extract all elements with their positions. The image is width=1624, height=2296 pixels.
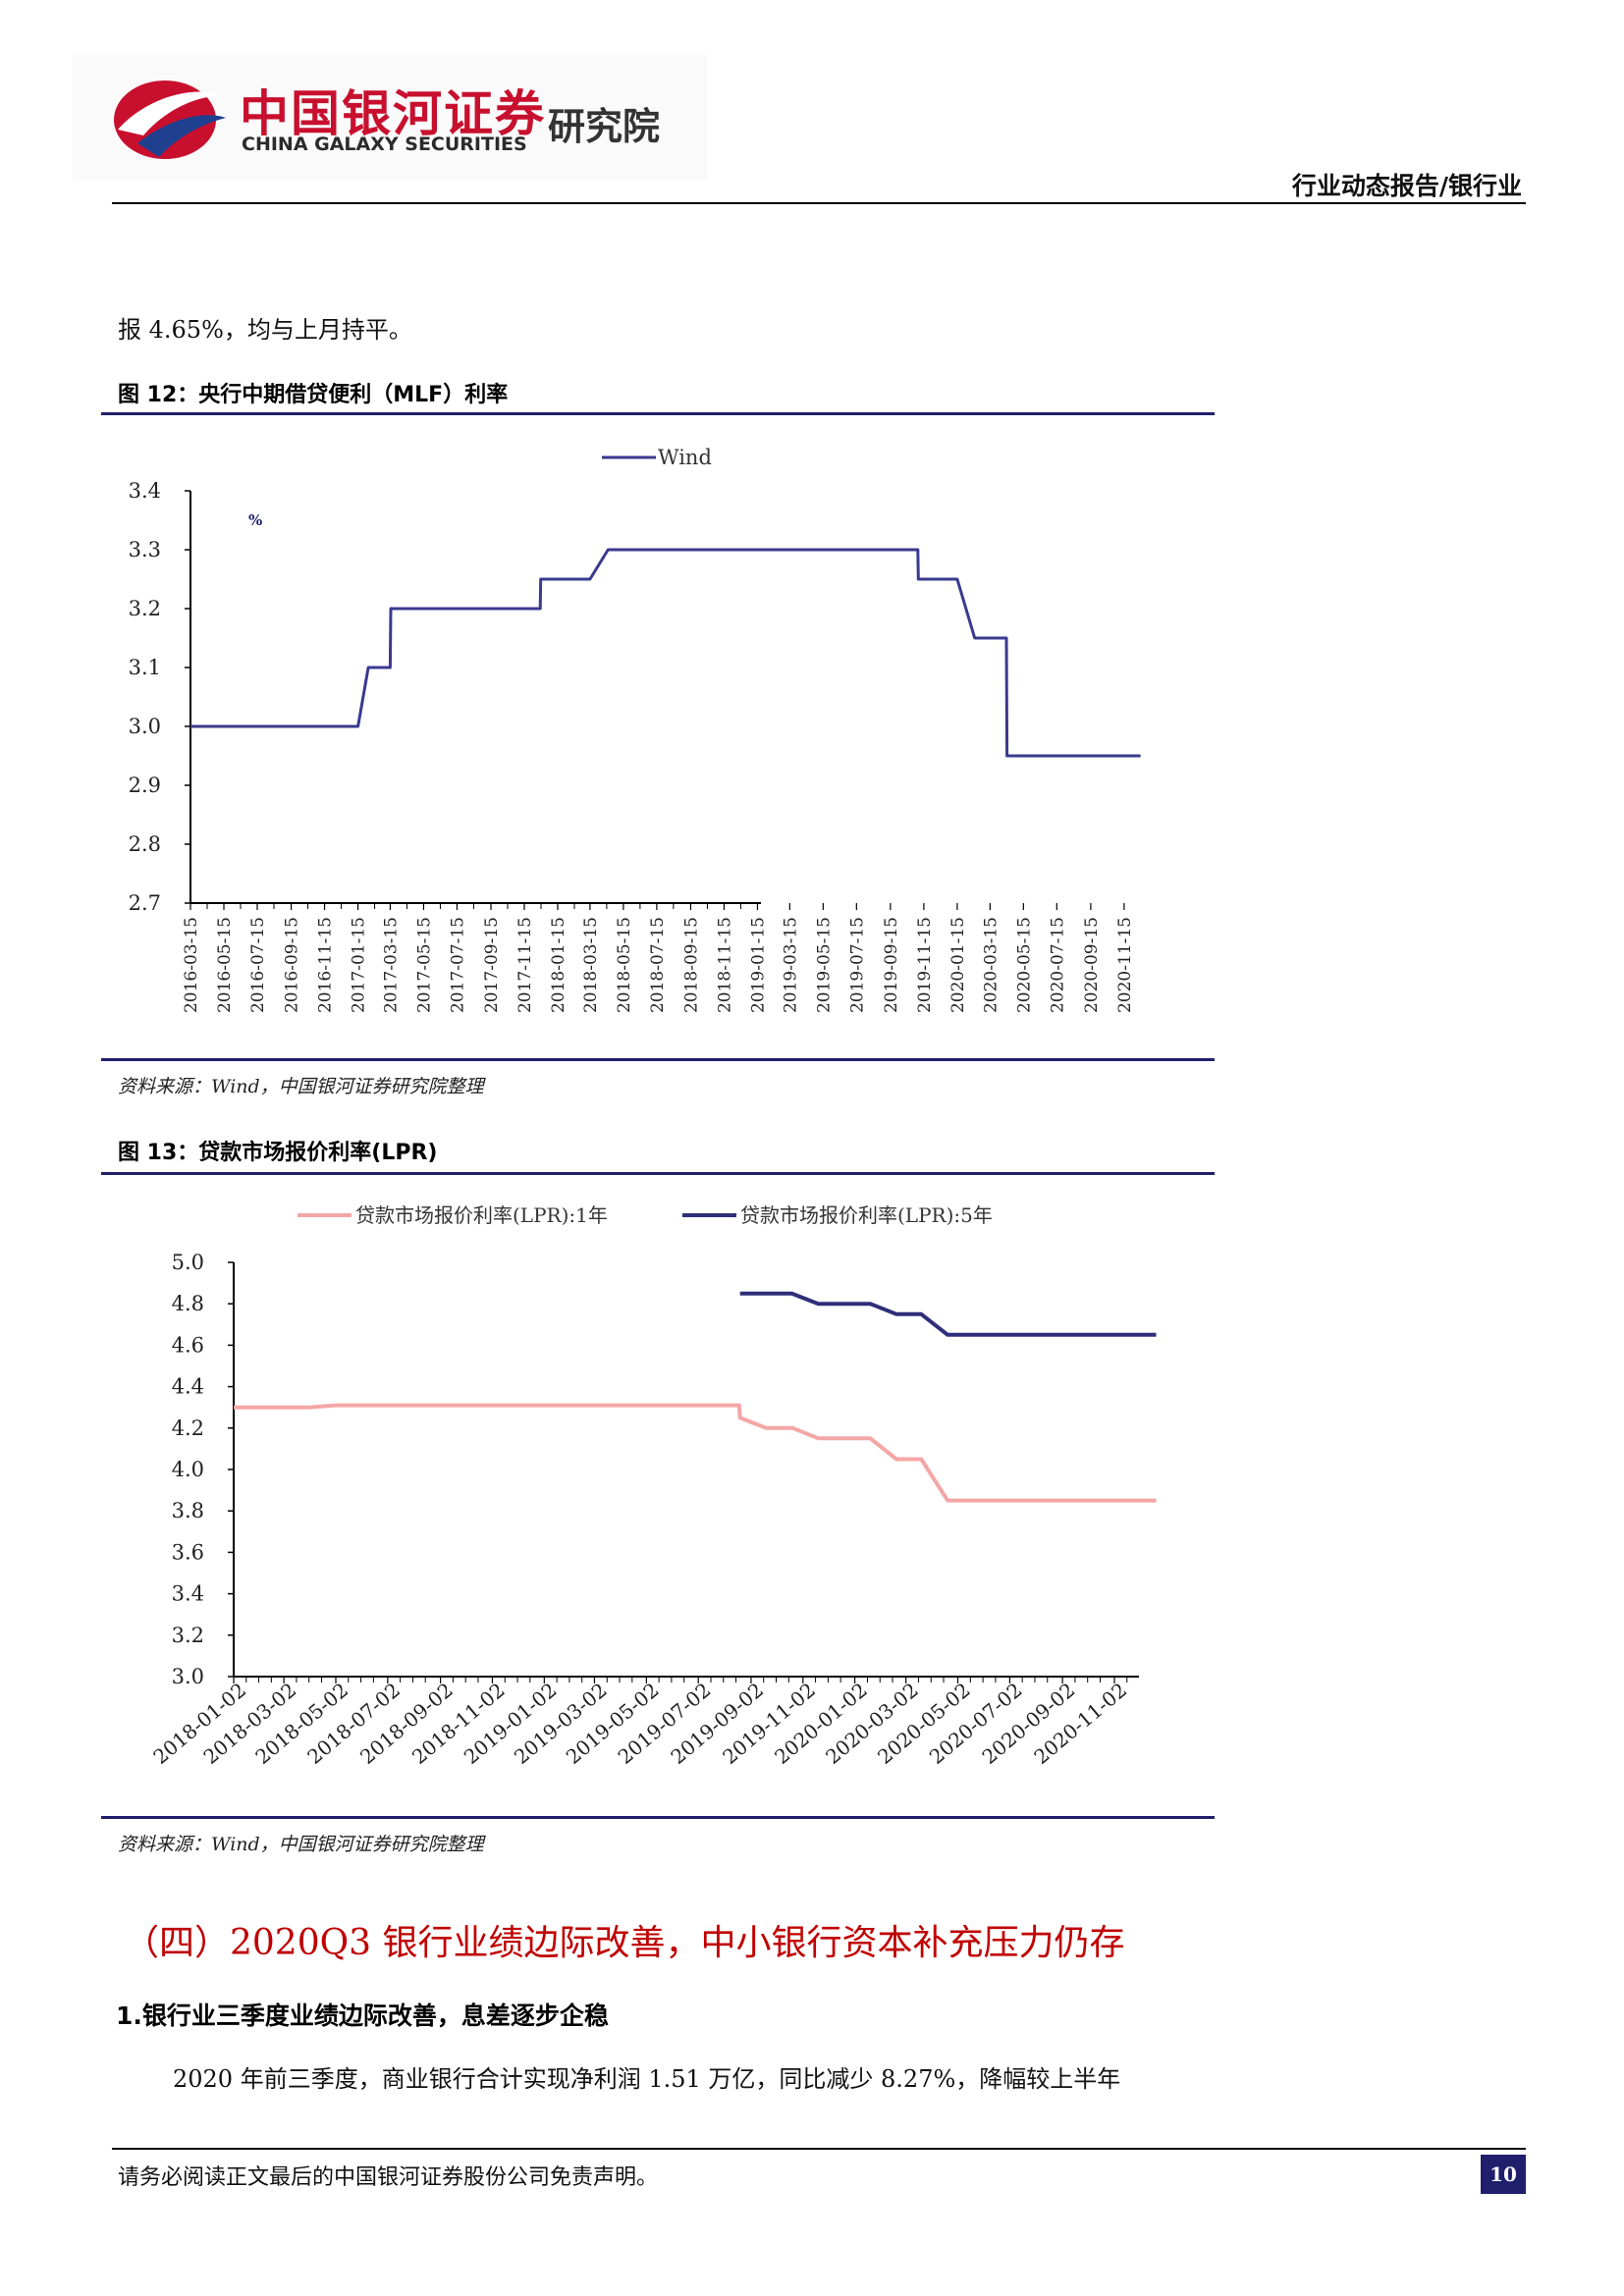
section-subheading: 1.银行业三季度业绩边际改善，息差逐步企稳 xyxy=(116,2002,609,2030)
y-tick-label: 4.8 xyxy=(172,1292,204,1315)
x-tick-label: 2018-03-15 xyxy=(581,917,601,1013)
x-tick-label: 2020-01-15 xyxy=(948,917,968,1013)
lpr-rate-chart: 5.04.84.64.44.24.03.83.63.43.23.02018-01… xyxy=(148,1203,1157,1769)
x-tick-label: 2019-11-15 xyxy=(915,917,935,1013)
intro-paragraph: 报 4.65%，均与上月持平。 xyxy=(118,316,412,344)
galaxy-logo-icon xyxy=(114,80,226,159)
figure13-source: 资料来源：Wind，中国银河证券研究院整理 xyxy=(118,1834,484,1855)
y-tick-label: 3.1 xyxy=(129,656,161,679)
y-tick-label: 2.7 xyxy=(129,891,161,915)
logo-institute: 研究院 xyxy=(548,105,661,148)
x-tick-label: 2016-11-15 xyxy=(316,917,336,1013)
figure13-top-rule xyxy=(101,1172,1215,1175)
x-tick-label: 2016-05-15 xyxy=(215,917,235,1013)
page-number: 10 xyxy=(1481,2155,1526,2194)
figure13-bottom-rule xyxy=(101,1816,1215,1819)
x-tick-label: 2020-07-15 xyxy=(1048,917,1067,1013)
series-line-1 xyxy=(190,548,1141,758)
x-tick-label: 2017-01-15 xyxy=(350,917,369,1013)
x-tick-label: 2019-03-15 xyxy=(781,917,800,1013)
logo-chinese-name: 中国银河证券 xyxy=(240,85,546,142)
footer-rule xyxy=(112,2148,1526,2150)
y-tick-label: 4.0 xyxy=(172,1458,204,1481)
x-tick-label: 2016-09-15 xyxy=(283,917,302,1013)
legend-label-wind: Wind xyxy=(658,446,712,469)
figure13-title: 图 13：贷款市场报价利率(LPR) xyxy=(118,1141,438,1165)
y-tick-label: 3.0 xyxy=(129,715,161,738)
x-tick-label: 2018-01-15 xyxy=(549,917,568,1013)
y-tick-label: 3.3 xyxy=(129,538,161,561)
x-tick-label: 2017-11-15 xyxy=(515,917,535,1013)
y-tick-label: 4.4 xyxy=(172,1375,204,1399)
y-tick-label: 3.6 xyxy=(172,1540,204,1564)
y-tick-label: 2.8 xyxy=(129,832,161,856)
y-tick-label: 4.2 xyxy=(172,1416,204,1440)
figure12-source: 资料来源：Wind，中国银河证券研究院整理 xyxy=(118,1076,484,1097)
figure12-top-rule xyxy=(101,412,1215,415)
x-tick-label: 2018-05-15 xyxy=(615,917,634,1013)
x-tick-label: 2017-03-15 xyxy=(381,917,401,1013)
x-tick-label: 2019-05-15 xyxy=(814,917,834,1013)
series-line-1 xyxy=(234,1403,1157,1503)
y-tick-label: 5.0 xyxy=(172,1251,204,1274)
x-tick-label: 2018-09-15 xyxy=(681,917,701,1013)
x-tick-label: 2020-03-15 xyxy=(981,917,1001,1013)
y-tick-label: 3.8 xyxy=(172,1499,204,1522)
x-tick-label: 2020-11-15 xyxy=(1115,917,1135,1013)
legend-label-lpr-5y: 贷款市场报价利率(LPR):5年 xyxy=(740,1203,993,1227)
x-tick-label: 2019-01-15 xyxy=(748,917,768,1013)
header-rule xyxy=(112,202,1526,204)
y-tick-label: 3.0 xyxy=(172,1665,204,1688)
x-tick-label: 2019-07-15 xyxy=(847,917,867,1013)
mlf-rate-chart: 3.4 3.3 3.2 3.1 3.0 2.9 2.8 2.7 2016-03-15 2016-0… xyxy=(129,446,1141,1013)
x-tick-label: 2017-09-15 xyxy=(482,917,502,1013)
x-tick-label: 2017-05-15 xyxy=(414,917,434,1013)
figure12-title: 图 12：央行中期借贷便利（MLF）利率 xyxy=(118,383,509,407)
y-tick-label: 3.2 xyxy=(172,1624,204,1647)
y-tick-label: 3.4 xyxy=(172,1582,204,1606)
section-paragraph: 2020 年前三季度，商业银行合计实现净利润 1.51 万亿，同比减少 8.27… xyxy=(173,2065,1121,2093)
footer-disclaimer: 请务必阅读正文最后的中国银河证券股份公司免责声明。 xyxy=(118,2165,659,2190)
x-tick-label: 2016-03-15 xyxy=(182,917,201,1013)
figure12-bottom-rule xyxy=(101,1058,1215,1061)
x-tick-label: 2018-07-15 xyxy=(648,917,668,1013)
logo-english-name: CHINA GALAXY SECURITIES xyxy=(242,133,527,155)
y-tick-label: 2.9 xyxy=(129,774,161,797)
unit-label: % xyxy=(248,511,262,529)
series-line-2 xyxy=(739,1291,1157,1337)
x-tick-label: 2018-11-15 xyxy=(715,917,734,1013)
document-type: 行业动态报告/银行业 xyxy=(1291,172,1522,200)
y-tick-label: 4.6 xyxy=(172,1333,204,1357)
y-tick-label: 3.2 xyxy=(129,597,161,620)
x-tick-label: 2020-09-15 xyxy=(1082,917,1102,1013)
x-tick-label: 2019-09-15 xyxy=(882,917,901,1013)
legend-label-lpr-1y: 贷款市场报价利率(LPR):1年 xyxy=(355,1203,608,1227)
y-tick-label: 3.4 xyxy=(129,479,161,503)
x-tick-label: 2016-07-15 xyxy=(248,917,268,1013)
x-tick-label: 2017-07-15 xyxy=(448,917,467,1013)
x-tick-label: 2020-05-15 xyxy=(1014,917,1034,1013)
section-heading: （四）2020Q3 银行业绩边际改善，中小银行资本补充压力仍存 xyxy=(124,1923,1125,1963)
